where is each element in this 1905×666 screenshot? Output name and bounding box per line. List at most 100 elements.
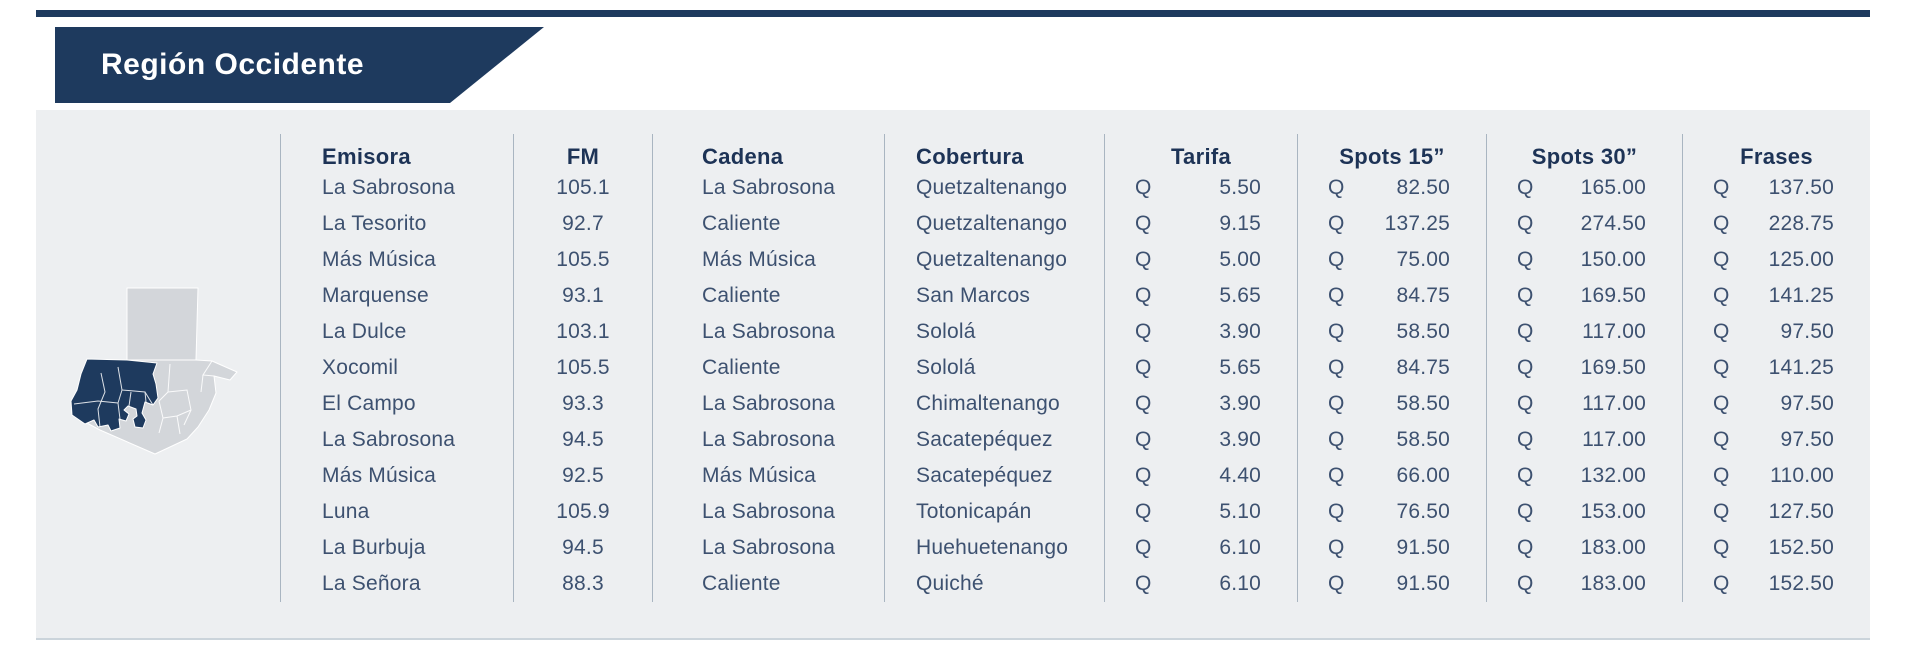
cell-cobertura: Sacatepéquez bbox=[884, 422, 1104, 458]
currency-symbol: Q bbox=[1713, 536, 1730, 559]
currency-symbol: Q bbox=[1517, 284, 1534, 307]
cell-spots-30: Q 169.50 bbox=[1486, 278, 1682, 314]
currency-symbol: Q bbox=[1135, 572, 1152, 595]
currency-symbol: Q bbox=[1713, 248, 1730, 271]
cell-tarifa: Q 9.15 bbox=[1104, 206, 1297, 242]
cell-cadena: Más Música bbox=[652, 458, 884, 494]
cell-fm: 94.5 bbox=[513, 422, 652, 458]
currency-symbol: Q bbox=[1135, 392, 1152, 415]
currency-symbol: Q bbox=[1517, 536, 1534, 559]
currency-symbol: Q bbox=[1328, 248, 1345, 271]
currency-symbol: Q bbox=[1328, 176, 1345, 199]
currency-symbol: Q bbox=[1135, 248, 1152, 271]
rates-table: Emisora FM Cadena Cobertura Tarifa Spots… bbox=[280, 134, 1870, 602]
cell-emisora: La Sabrosona bbox=[280, 422, 513, 458]
cell-frases: Q 97.50 bbox=[1682, 422, 1870, 458]
cell-spots-15: Q 84.75 bbox=[1297, 278, 1486, 314]
cell-spots-30: Q 132.00 bbox=[1486, 458, 1682, 494]
cell-frases: Q 110.00 bbox=[1682, 458, 1870, 494]
cell-cobertura: San Marcos bbox=[884, 278, 1104, 314]
cell-frases: Q 97.50 bbox=[1682, 314, 1870, 350]
cell-emisora: La Tesorito bbox=[280, 206, 513, 242]
cell-spots-30: Q 169.50 bbox=[1486, 350, 1682, 386]
cell-fm: 93.3 bbox=[513, 386, 652, 422]
currency-symbol: Q bbox=[1135, 464, 1152, 487]
cell-tarifa: Q 3.90 bbox=[1104, 386, 1297, 422]
currency-symbol: Q bbox=[1135, 356, 1152, 379]
cell-spots-15: Q 58.50 bbox=[1297, 422, 1486, 458]
currency-symbol: Q bbox=[1713, 428, 1730, 451]
currency-symbol: Q bbox=[1135, 284, 1152, 307]
column-header-cobertura: Cobertura bbox=[884, 134, 1104, 180]
cell-emisora: La Burbuja bbox=[280, 530, 513, 566]
cell-spots-15: Q 84.75 bbox=[1297, 350, 1486, 386]
region-banner: Región Occidente bbox=[55, 27, 544, 103]
currency-symbol: Q bbox=[1713, 392, 1730, 415]
currency-symbol: Q bbox=[1135, 536, 1152, 559]
currency-symbol: Q bbox=[1517, 428, 1534, 451]
currency-symbol: Q bbox=[1328, 320, 1345, 343]
currency-symbol: Q bbox=[1328, 500, 1345, 523]
currency-symbol: Q bbox=[1517, 212, 1534, 235]
cell-cobertura: Sololá bbox=[884, 314, 1104, 350]
cell-spots-15: Q 76.50 bbox=[1297, 494, 1486, 530]
cell-cadena: La Sabrosona bbox=[652, 314, 884, 350]
cell-spots-30: Q 153.00 bbox=[1486, 494, 1682, 530]
currency-symbol: Q bbox=[1135, 176, 1152, 199]
currency-symbol: Q bbox=[1135, 500, 1152, 523]
currency-symbol: Q bbox=[1517, 356, 1534, 379]
cell-cadena: Caliente bbox=[652, 206, 884, 242]
cell-frases: Q 141.25 bbox=[1682, 350, 1870, 386]
cell-frases: Q 137.50 bbox=[1682, 170, 1870, 206]
cell-cadena: La Sabrosona bbox=[652, 422, 884, 458]
cell-cadena: Caliente bbox=[652, 566, 884, 602]
cell-fm: 92.5 bbox=[513, 458, 652, 494]
currency-symbol: Q bbox=[1328, 572, 1345, 595]
currency-symbol: Q bbox=[1713, 176, 1730, 199]
cell-spots-15: Q 75.00 bbox=[1297, 242, 1486, 278]
currency-symbol: Q bbox=[1328, 536, 1345, 559]
cell-cobertura: Totonicapán bbox=[884, 494, 1104, 530]
column-header-fm: FM bbox=[513, 134, 652, 180]
page-title: Región Occidente bbox=[101, 48, 365, 81]
cell-spots-15: Q 58.50 bbox=[1297, 314, 1486, 350]
currency-symbol: Q bbox=[1517, 248, 1534, 271]
currency-symbol: Q bbox=[1517, 464, 1534, 487]
cell-emisora: La Sabrosona bbox=[280, 170, 513, 206]
cell-frases: Q 228.75 bbox=[1682, 206, 1870, 242]
cell-spots-15: Q 66.00 bbox=[1297, 458, 1486, 494]
currency-symbol: Q bbox=[1328, 356, 1345, 379]
cell-cobertura: Huehuetenango bbox=[884, 530, 1104, 566]
currency-symbol: Q bbox=[1713, 284, 1730, 307]
cell-cobertura: Quetzaltenango bbox=[884, 206, 1104, 242]
cell-tarifa: Q 4.40 bbox=[1104, 458, 1297, 494]
cell-cadena: Caliente bbox=[652, 350, 884, 386]
cell-spots-15: Q 91.50 bbox=[1297, 530, 1486, 566]
cell-spots-30: Q 117.00 bbox=[1486, 386, 1682, 422]
cell-spots-15: Q 58.50 bbox=[1297, 386, 1486, 422]
cell-emisora: El Campo bbox=[280, 386, 513, 422]
cell-emisora: La Señora bbox=[280, 566, 513, 602]
currency-symbol: Q bbox=[1135, 320, 1152, 343]
cell-emisora: Más Música bbox=[280, 242, 513, 278]
cell-tarifa: Q 3.90 bbox=[1104, 422, 1297, 458]
cell-emisora: Luna bbox=[280, 494, 513, 530]
cell-spots-30: Q 274.50 bbox=[1486, 206, 1682, 242]
cell-spots-30: Q 150.00 bbox=[1486, 242, 1682, 278]
rates-card: Emisora FM Cadena Cobertura Tarifa Spots… bbox=[36, 110, 1870, 640]
currency-symbol: Q bbox=[1328, 464, 1345, 487]
cell-spots-15: Q 137.25 bbox=[1297, 206, 1486, 242]
cell-spots-30: Q 117.00 bbox=[1486, 314, 1682, 350]
cell-spots-30: Q 117.00 bbox=[1486, 422, 1682, 458]
cell-emisora: Xocomil bbox=[280, 350, 513, 386]
cell-tarifa: Q 5.00 bbox=[1104, 242, 1297, 278]
cell-tarifa: Q 5.65 bbox=[1104, 278, 1297, 314]
cell-cadena: Caliente bbox=[652, 278, 884, 314]
cell-spots-30: Q 183.00 bbox=[1486, 530, 1682, 566]
cell-tarifa: Q 6.10 bbox=[1104, 566, 1297, 602]
cell-fm: 105.1 bbox=[513, 170, 652, 206]
cell-spots-15: Q 82.50 bbox=[1297, 170, 1486, 206]
cell-fm: 105.9 bbox=[513, 494, 652, 530]
cell-spots-15: Q 91.50 bbox=[1297, 566, 1486, 602]
currency-symbol: Q bbox=[1517, 392, 1534, 415]
